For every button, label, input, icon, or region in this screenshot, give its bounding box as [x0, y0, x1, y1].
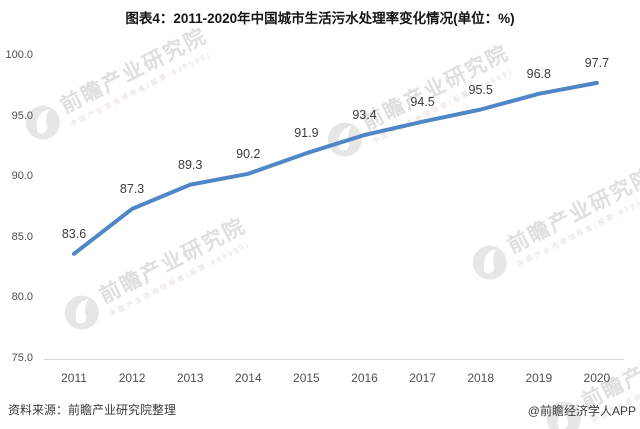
watermark: 前瞻产业研究院 中国产业咨询领导者(股票:839599): [57, 210, 256, 338]
data-point-label: 93.4: [352, 107, 377, 122]
data-point-label: 83.6: [61, 226, 87, 241]
x-axis-line: [44, 359, 624, 360]
watermark: 前瞻产业研究院 中国产业咨询领导者(股票:839599): [539, 316, 640, 429]
x-axis-tick-label: 2011: [61, 371, 87, 385]
x-axis-tick-label: 2013: [176, 371, 204, 385]
watermark: 前瞻产业研究院 中国产业咨询领导者(股票:839599): [465, 160, 640, 288]
data-point-label: 95.5: [468, 82, 493, 97]
data-point-label: 91.9: [294, 126, 319, 141]
data-point-label: 87.3: [119, 181, 145, 196]
x-axis-tick-label: 2016: [351, 371, 378, 385]
y-axis-tick-label: 80.0: [11, 291, 33, 304]
y-axis-tick-label: 75.0: [11, 352, 33, 364]
credit-note: @前瞻经济学人APP: [527, 404, 636, 418]
x-axis-tick-label: 2017: [409, 371, 436, 385]
y-axis-tick-label: 100.0: [5, 49, 33, 61]
chart-title: 图表4：2011-2020年中国城市生活污水处理率变化情况(单位：%): [125, 11, 515, 26]
watermark: 前瞻产业研究院 中国产业咨询领导者(股票:839599): [320, 37, 519, 165]
x-axis-tick-label: 2014: [234, 371, 262, 385]
x-axis-tick-label: 2020: [583, 371, 611, 385]
data-point-label: 97.7: [584, 55, 610, 70]
data-point-label: 96.8: [526, 66, 551, 81]
x-axis-tick-label: 2015: [293, 371, 320, 385]
qianzhan-logo-icon: [472, 245, 507, 280]
watermark: 前瞻产业研究院 中国产业咨询领导者(股票:839599): [18, 20, 217, 148]
y-axis-tick-label: 95.0: [11, 109, 33, 122]
y-axis-tick-label: 85.0: [11, 230, 33, 243]
y-axis-tick-label: 90.0: [11, 170, 33, 183]
qianzhan-logo-icon: [546, 401, 581, 429]
source-note: 资料来源：前瞻产业研究院整理: [8, 403, 177, 417]
qianzhan-logo-icon: [25, 105, 60, 140]
data-point-label: 89.3: [178, 157, 203, 172]
x-axis-tick-label: 2018: [467, 371, 495, 385]
qianzhan-logo-icon: [64, 295, 99, 330]
data-point-label: 94.5: [410, 94, 435, 109]
qianzhan-logo-icon: [327, 122, 362, 157]
x-axis-tick-label: 2019: [525, 371, 553, 385]
x-axis-tick-label: 2012: [118, 371, 146, 385]
data-point-label: 90.2: [236, 146, 261, 161]
